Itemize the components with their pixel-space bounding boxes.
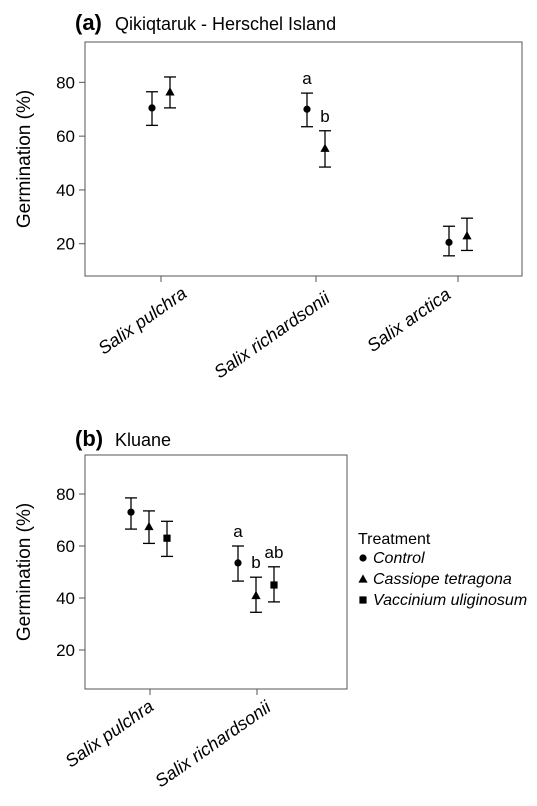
y-tick-label: 20: [56, 641, 75, 660]
legend-marker-triangle: [358, 574, 368, 583]
data-point-circle: [148, 104, 156, 112]
x-tick-label: Salix pulchra: [61, 696, 157, 771]
panel-b-plot-frame: [84, 454, 348, 690]
data-point-triangle: [251, 590, 261, 600]
panel-b-title: Kluane: [115, 430, 171, 450]
panel-a: (a) Qikiqtaruk - Herschel Island Germina…: [14, 10, 523, 382]
data-point-square: [270, 581, 278, 589]
data-point-circle: [127, 508, 135, 516]
x-tick-label: Salix arctica: [363, 284, 454, 356]
y-tick-label: 40: [56, 181, 75, 200]
data-point-triangle: [165, 87, 175, 96]
legend-marker-circle: [359, 554, 367, 562]
data-point-triangle: [320, 143, 330, 152]
significance-letter: b: [251, 553, 260, 572]
y-tick-label: 20: [56, 235, 75, 254]
panel-a-title: Qikiqtaruk - Herschel Island: [115, 14, 336, 34]
panel-b-y-axis-label: Germination (%): [14, 503, 35, 641]
data-point-circle: [303, 105, 311, 113]
panel-b-tag: (b): [75, 426, 103, 451]
significance-letter: a: [233, 522, 243, 541]
legend-label: Vaccinium uliginosum: [373, 592, 527, 609]
significance-letter: b: [320, 107, 329, 126]
panel-a-marks: ab: [146, 69, 473, 257]
legend-label: Cassiope tetragona: [373, 571, 512, 588]
legend: Treatment Control Cassiope tetragona Vacci…: [358, 531, 527, 609]
legend-label: Control: [373, 550, 425, 567]
panel-b-y-ticks: 20 40 60 80: [56, 485, 85, 660]
panel-b: (b) Kluane Germination (%) 20 40 60 80 Sali…: [14, 426, 348, 791]
y-tick-label: 80: [56, 485, 75, 504]
x-tick-label: Salix richardsonii: [151, 696, 275, 791]
panel-a-y-axis-label: Germination (%): [14, 90, 35, 228]
data-point-triangle: [144, 521, 154, 531]
x-tick-label: Salix pulchra: [94, 283, 190, 358]
data-point-square: [163, 534, 171, 542]
significance-letter: a: [302, 69, 312, 88]
legend-marker-square: [359, 596, 367, 604]
significance-letter: ab: [265, 543, 284, 562]
panel-a-y-ticks: 20 40 60 80: [56, 73, 85, 254]
panel-a-plot-frame: [84, 41, 523, 277]
x-tick-label: Salix richardsonii: [210, 287, 334, 382]
y-tick-label: 60: [56, 537, 75, 556]
data-point-circle: [234, 559, 242, 567]
panel-a-x-ticks: Salix pulchra Salix richardsonii Salix arc…: [94, 276, 459, 382]
legend-title: Treatment: [358, 531, 431, 548]
y-tick-label: 80: [56, 73, 75, 92]
data-point-triangle: [462, 231, 472, 240]
y-tick-label: 40: [56, 589, 75, 608]
legend-items: Control Cassiope tetragona Vaccinium uligi…: [358, 550, 527, 609]
panel-a-tag: (a): [75, 10, 102, 35]
y-tick-label: 60: [56, 127, 75, 146]
data-point-circle: [445, 238, 453, 246]
